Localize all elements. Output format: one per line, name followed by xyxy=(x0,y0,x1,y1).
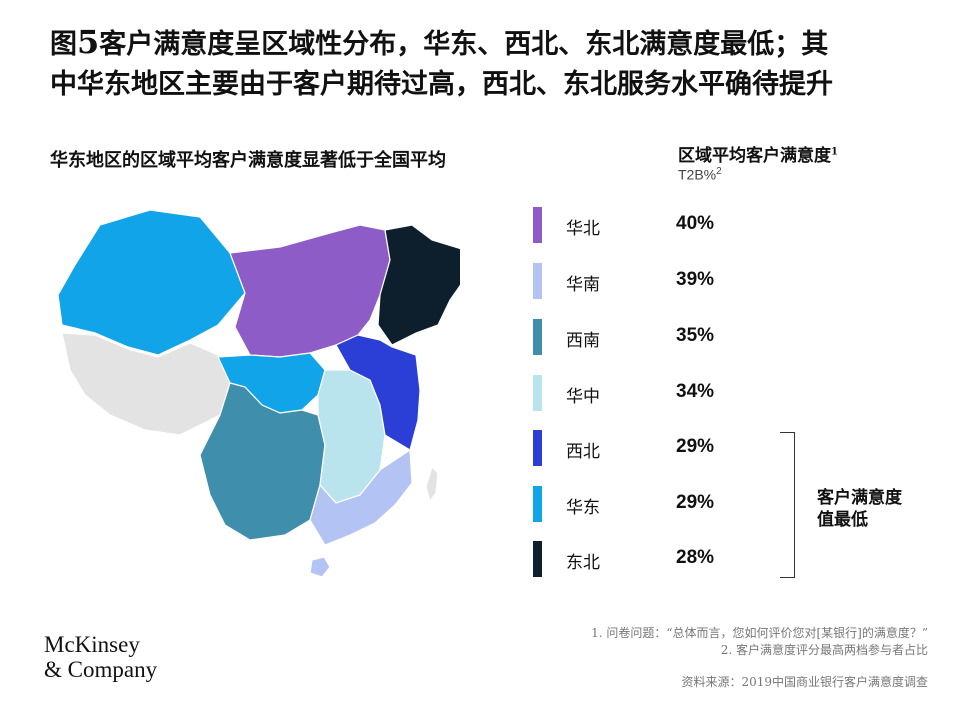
legend-value: 28% xyxy=(676,547,715,568)
legend-row: 西南 35% xyxy=(533,319,773,355)
footnote-1: 1. 问卷问题：“总体而言，您如何评价您对[某银行]的满意度？” xyxy=(591,626,928,640)
logo-line2: & Company xyxy=(44,657,158,682)
lowest-group-bracket xyxy=(780,432,795,578)
legend-row: 东北 28% xyxy=(533,541,773,577)
legend-row: 华北 40% xyxy=(533,207,773,243)
legend-value: 34% xyxy=(676,381,715,402)
legend-swatch xyxy=(533,486,542,522)
legend-region-label: 东北 xyxy=(566,553,600,573)
legend-heading: 区域平均客户满意度1 xyxy=(678,141,838,166)
map-region-xinjiang xyxy=(57,209,246,356)
legend-value: 29% xyxy=(676,492,715,513)
legend-unit-footnote: 2 xyxy=(716,166,722,177)
lowest-group-label-line2: 值最低 xyxy=(817,510,868,530)
lowest-group-label: 客户满意度 值最低 xyxy=(817,487,927,531)
map-subtitle: 华东地区的区域平均客户满意度显著低于全国平均 xyxy=(50,150,446,171)
legend-row: 西北 29% xyxy=(533,430,773,466)
legend-swatch xyxy=(533,207,542,243)
mckinsey-logo: McKinsey & Company xyxy=(44,632,157,682)
legend-swatch xyxy=(533,319,542,355)
logo-line1: McKinsey xyxy=(44,632,140,657)
legend-value: 35% xyxy=(676,325,715,346)
title-prefix: 图 xyxy=(50,29,77,60)
legend-region-label: 西南 xyxy=(566,331,600,351)
legend-unit-text: T2B% xyxy=(678,166,717,183)
map-region-taiwan xyxy=(425,465,439,503)
legend-row: 华南 39% xyxy=(533,263,773,299)
legend-value: 40% xyxy=(676,213,715,234)
legend-row: 华东 29% xyxy=(533,486,773,522)
legend-swatch xyxy=(533,541,542,577)
map-region-north xyxy=(229,224,391,358)
legend-value: 29% xyxy=(676,436,715,457)
title-figure-number: 5 xyxy=(77,23,100,61)
source-note: 资料来源：2019中国商业银行客户满意度调查 xyxy=(681,675,928,689)
legend-region-label: 华东 xyxy=(566,498,600,518)
legend-swatch xyxy=(533,430,542,466)
china-region-map xyxy=(57,209,460,578)
legend-swatch xyxy=(533,375,542,411)
map-region-northeast xyxy=(377,224,460,346)
map-region-south xyxy=(309,448,413,546)
legend-heading-text: 区域平均客户满意度 xyxy=(678,146,831,166)
map-region-hainan xyxy=(309,556,331,578)
title-line2: 中华东地区主要由于客户期待过高，西北、东北服务水平确待提升 xyxy=(50,69,833,100)
legend-value: 39% xyxy=(676,269,715,290)
legend-unit: T2B%2 xyxy=(678,166,722,183)
legend-swatch xyxy=(533,263,542,299)
legend-region-label: 西北 xyxy=(566,442,600,462)
title-line1: 客户满意度呈区域性分布，华东、西北、东北满意度最低；其 xyxy=(99,29,829,60)
page-title: 图5客户满意度呈区域性分布，华东、西北、东北满意度最低；其 中华东地区主要由于客… xyxy=(50,22,920,105)
legend-row: 华中 34% xyxy=(533,375,773,411)
lowest-group-label-line1: 客户满意度 xyxy=(817,488,902,508)
legend-region-label: 华北 xyxy=(566,219,600,239)
footnote-2: 2. 客户满意度评分最高两档参与者占比 xyxy=(720,643,928,657)
legend-region-label: 华中 xyxy=(566,387,600,407)
legend-region-label: 华南 xyxy=(566,275,600,295)
legend-heading-footnote: 1 xyxy=(831,146,838,158)
